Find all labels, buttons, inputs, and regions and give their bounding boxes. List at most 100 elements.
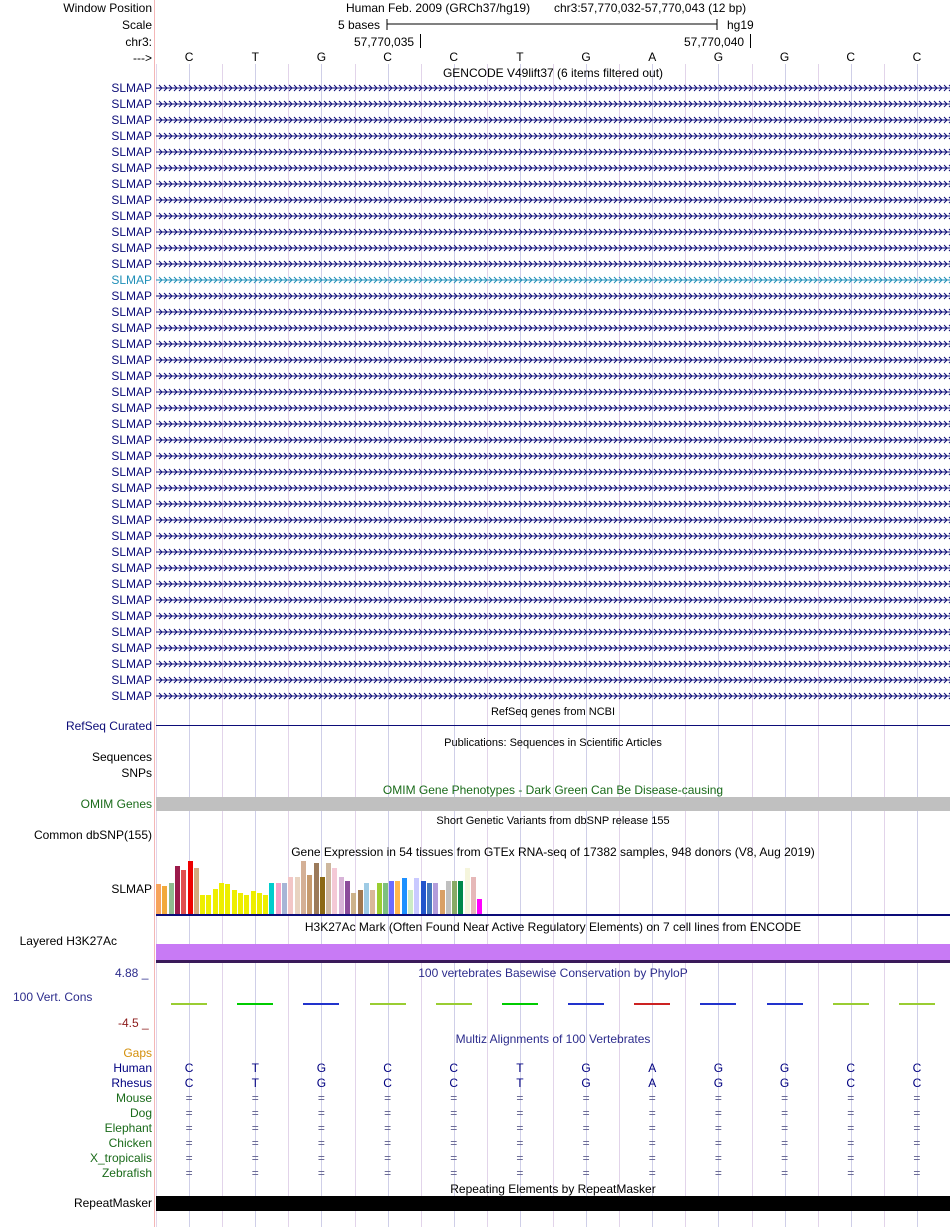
gencode-transcript-label[interactable]: SLMAP [111, 337, 152, 351]
phylop-score-mark[interactable] [303, 1003, 340, 1005]
gencode-transcript-line[interactable] [156, 691, 950, 701]
gencode-transcript-line[interactable] [156, 195, 950, 205]
gtex-tissue-bar[interactable] [194, 868, 199, 914]
refseq-track-label[interactable]: RefSeq Curated [65, 719, 152, 733]
gtex-tissue-bar[interactable] [339, 877, 344, 914]
gtex-tissue-bar[interactable] [427, 883, 432, 914]
gtex-tissue-bar[interactable] [251, 891, 256, 914]
gtex-tissue-bar[interactable] [257, 893, 262, 914]
gencode-transcript-line[interactable] [156, 611, 950, 621]
refseq-gene-line[interactable] [156, 725, 950, 726]
phylop-score-mark[interactable] [568, 1003, 605, 1005]
gtex-tissue-bar[interactable] [320, 877, 325, 914]
gencode-transcript-line[interactable] [156, 403, 950, 413]
gencode-transcript-line[interactable] [156, 595, 950, 605]
phylop-track-title[interactable]: 100 vertebrates Basewise Conservation by… [418, 966, 688, 980]
gencode-transcript-line[interactable] [156, 163, 950, 173]
gencode-transcript-label[interactable]: SLMAP [111, 593, 152, 607]
gtex-tissue-bar[interactable] [263, 895, 268, 914]
dbsnp-track-title[interactable]: Short Genetic Variants from dbSNP releas… [436, 815, 670, 827]
refseq-track-title[interactable]: RefSeq genes from NCBI [490, 706, 616, 718]
gencode-transcript-line[interactable] [156, 275, 950, 285]
gencode-transcript-line[interactable] [156, 579, 950, 589]
multiz-species-label[interactable]: Elephant [104, 1121, 152, 1135]
phylop-track-label[interactable]: 100 Vert. Cons [13, 990, 93, 1004]
gencode-transcript-line[interactable] [156, 419, 950, 429]
gtex-tissue-bar[interactable] [169, 883, 174, 914]
gencode-transcript-label[interactable]: SLMAP [111, 417, 152, 431]
gencode-transcript-label[interactable]: SLMAP [111, 497, 152, 511]
gtex-tissue-bar[interactable] [301, 861, 306, 914]
gtex-track-title[interactable]: Gene Expression in 54 tissues from GTEx … [291, 845, 815, 859]
gtex-tissue-bar[interactable] [181, 870, 186, 914]
gencode-transcript-label[interactable]: SLMAP [111, 481, 152, 495]
gtex-tissue-bar[interactable] [402, 878, 407, 914]
gtex-tissue-bar[interactable] [288, 877, 293, 914]
gtex-tissue-bar[interactable] [219, 883, 224, 914]
gencode-transcript-line[interactable] [156, 515, 950, 525]
gencode-transcript-label[interactable]: SLMAP [111, 289, 152, 303]
omim-feature-bar[interactable] [156, 797, 950, 811]
gtex-tissue-bar[interactable] [465, 868, 470, 914]
phylop-score-mark[interactable] [369, 1003, 406, 1005]
gtex-tissue-bar[interactable] [232, 890, 237, 914]
gtex-tissue-bar[interactable] [421, 881, 426, 914]
multiz-species-label[interactable]: Mouse [115, 1091, 152, 1105]
gencode-transcript-line[interactable] [156, 307, 950, 317]
gencode-transcript-label[interactable]: SLMAP [111, 273, 152, 287]
gtex-tissue-bar[interactable] [332, 868, 337, 914]
gencode-transcript-label[interactable]: SLMAP [111, 609, 152, 623]
gencode-transcript-label[interactable]: SLMAP [111, 81, 152, 95]
phylop-score-mark[interactable] [237, 1003, 274, 1005]
gtex-tissue-bar[interactable] [383, 883, 388, 914]
gencode-transcript-line[interactable] [156, 499, 950, 509]
gencode-transcript-label[interactable]: SLMAP [111, 641, 152, 655]
gtex-tissue-bar[interactable] [433, 883, 438, 914]
phylop-score-mark[interactable] [634, 1003, 671, 1005]
gencode-transcript-label[interactable]: SLMAP [111, 113, 152, 127]
gencode-transcript-label[interactable]: SLMAP [111, 305, 152, 319]
multiz-species-label[interactable]: Zebrafish [101, 1166, 152, 1180]
gtex-tissue-bar[interactable] [276, 883, 281, 914]
gtex-tissue-bar[interactable] [414, 878, 419, 914]
gencode-transcript-line[interactable] [156, 227, 950, 237]
gencode-transcript-line[interactable] [156, 115, 950, 125]
gencode-transcript-line[interactable] [156, 259, 950, 269]
gtex-tissue-bar[interactable] [244, 895, 249, 914]
multiz-species-label[interactable]: Rhesus [111, 1076, 152, 1090]
gencode-transcript-label[interactable]: SLMAP [111, 257, 152, 271]
gencode-transcript-label[interactable]: SLMAP [111, 625, 152, 639]
h3k27ac-track-label[interactable]: Layered H3K27Ac [19, 934, 117, 948]
gencode-transcript-label[interactable]: SLMAP [111, 385, 152, 399]
gencode-transcript-line[interactable] [156, 675, 950, 685]
gencode-transcript-line[interactable] [156, 643, 950, 653]
gtex-tissue-bar[interactable] [408, 890, 413, 914]
gtex-tissue-bar[interactable] [307, 875, 312, 914]
gencode-transcript-line[interactable] [156, 291, 950, 301]
gtex-tissue-bar[interactable] [206, 895, 211, 914]
phylop-score-mark[interactable] [832, 1003, 869, 1005]
gencode-transcript-label[interactable]: SLMAP [111, 193, 152, 207]
gencode-transcript-label[interactable]: SLMAP [111, 225, 152, 239]
gencode-transcript-label[interactable]: SLMAP [111, 241, 152, 255]
gencode-transcript-line[interactable] [156, 387, 950, 397]
multiz-track-title[interactable]: Multiz Alignments of 100 Vertebrates [455, 1032, 651, 1046]
gtex-tissue-bar[interactable] [295, 877, 300, 914]
gencode-transcript-line[interactable] [156, 131, 950, 141]
gtex-tissue-bar[interactable] [314, 863, 319, 914]
gencode-transcript-line[interactable] [156, 355, 950, 365]
gtex-tissue-bar[interactable] [282, 883, 287, 914]
gtex-tissue-bar[interactable] [370, 890, 375, 914]
gencode-transcript-label[interactable]: SLMAP [111, 465, 152, 479]
repeatmasker-feature-bar[interactable] [156, 1196, 950, 1211]
gtex-tissue-bar[interactable] [358, 890, 363, 914]
gencode-transcript-line[interactable] [156, 563, 950, 573]
gencode-transcript-label[interactable]: SLMAP [111, 577, 152, 591]
gtex-tissue-bar[interactable] [440, 890, 445, 914]
phylop-score-mark[interactable] [435, 1003, 472, 1005]
gencode-transcript-label[interactable]: SLMAP [111, 369, 152, 383]
gencode-transcript-line[interactable] [156, 211, 950, 221]
h3k27ac-track-title[interactable]: H3K27Ac Mark (Often Found Near Active Re… [304, 920, 802, 934]
gtex-tissue-bar[interactable] [156, 884, 161, 914]
gencode-transcript-line[interactable] [156, 547, 950, 557]
